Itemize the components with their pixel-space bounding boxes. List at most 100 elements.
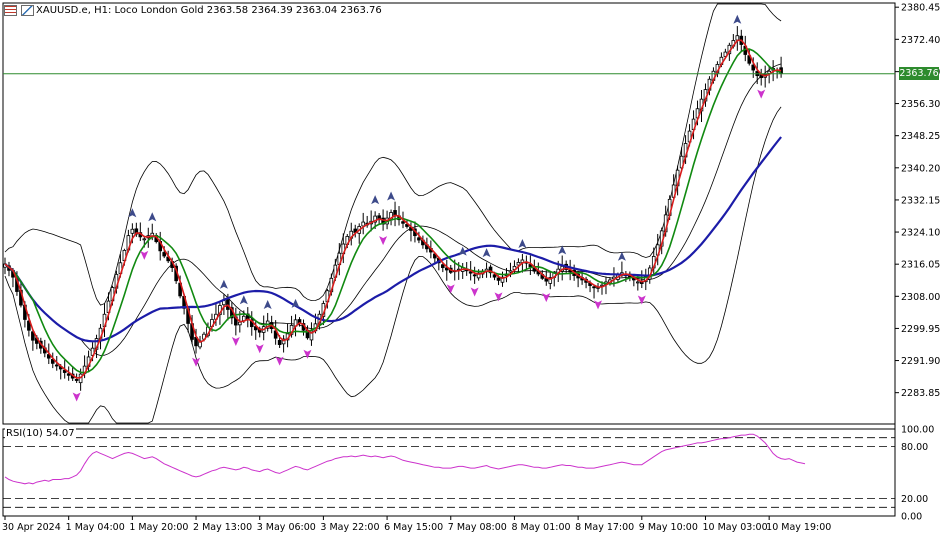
rsi-tick-label: 0.00 — [901, 512, 922, 523]
time-tick-label: 2 May 13:00 — [193, 522, 252, 533]
chart-settings-icon[interactable] — [21, 5, 34, 16]
price-tick-label: 2332.15 — [901, 195, 940, 206]
down-arrow-icon — [231, 337, 240, 347]
rsi-line — [4, 433, 806, 485]
up-arrow-icon — [291, 298, 300, 308]
candle — [234, 307, 238, 336]
candle-body — [238, 321, 242, 326]
candle — [560, 255, 564, 281]
candle-body — [66, 373, 71, 376]
moving-averages — [4, 39, 782, 379]
candle-body — [735, 35, 740, 41]
down-arrow-icon — [470, 287, 479, 297]
time-tick-label: 3 May 22:00 — [320, 522, 379, 533]
candle — [265, 312, 270, 332]
candle-body — [417, 237, 421, 241]
chart-title: XAUUSD.e, H1: Loco London Gold 2363.58 2… — [36, 5, 382, 16]
down-arrow-icon — [379, 236, 388, 246]
candle — [301, 319, 306, 336]
price-tick-label: 2348.25 — [901, 131, 940, 142]
candle-body — [74, 379, 79, 381]
candle — [472, 266, 477, 284]
candle — [66, 366, 71, 381]
candle — [584, 276, 588, 289]
candle — [444, 259, 449, 281]
candle — [253, 320, 258, 340]
candle-body — [50, 359, 55, 364]
bollinger-upper — [4, 3, 782, 306]
time-tick-label: 30 Apr 2024 — [2, 522, 61, 533]
price-tick-label: 2380.45 — [901, 3, 940, 14]
up-arrow-icon — [733, 14, 742, 24]
rsi-panel: 100.00 80.00 20.00 0.00 — [3, 425, 934, 523]
time-tick-label: 3 May 06:00 — [257, 522, 316, 533]
candle — [353, 224, 358, 238]
candle-body — [277, 340, 282, 345]
time-tick-label: 8 May 17:00 — [575, 522, 634, 533]
time-tick-label: 1 May 04:00 — [66, 522, 125, 533]
down-arrow-icon — [446, 284, 455, 294]
candle-body — [130, 228, 135, 234]
candle — [759, 68, 763, 86]
ma-mid-line — [4, 48, 782, 374]
candle — [548, 271, 553, 290]
candle-body — [54, 364, 59, 367]
candle — [357, 223, 362, 244]
candle-body — [508, 270, 513, 273]
candle — [735, 26, 740, 51]
down-arrow-icon — [140, 250, 149, 260]
up-arrow-icon — [617, 251, 626, 261]
rsi-tick-label: 20.00 — [901, 494, 928, 505]
price-tick-label: 2372.40 — [901, 35, 940, 46]
candle-body — [516, 261, 521, 266]
candle-body — [373, 215, 377, 223]
time-tick-label: 6 May 15:00 — [384, 522, 443, 533]
candle-body — [532, 267, 537, 272]
bollinger-bands — [4, 3, 782, 424]
candle-body — [476, 272, 481, 279]
candle-body — [472, 274, 477, 277]
time-tick-label: 7 May 08:00 — [448, 522, 507, 533]
time-tick-label: 9 May 10:00 — [639, 522, 698, 533]
price-tick-label: 2291.90 — [901, 356, 940, 367]
candle-body — [544, 278, 549, 282]
rsi-tick-label: 80.00 — [901, 442, 928, 453]
down-arrow-icon — [542, 293, 551, 303]
candle — [285, 323, 290, 348]
candle — [222, 294, 226, 315]
candle-body — [636, 281, 640, 284]
candle — [349, 222, 354, 246]
current-price-label: 2363.76 — [899, 67, 939, 81]
candle — [460, 263, 465, 279]
candle-body — [548, 277, 553, 284]
candle-body — [751, 64, 756, 71]
time-tick-label: 8 May 01:00 — [511, 522, 570, 533]
rsi-title: RSI(10) 54.07 — [5, 428, 76, 439]
candle — [281, 335, 286, 353]
candle-body — [253, 326, 258, 331]
candle-body — [46, 354, 51, 359]
down-arrow-icon — [594, 300, 603, 310]
candle-body — [27, 320, 31, 331]
candle-body — [468, 271, 473, 274]
price-tick-label: 2340.20 — [901, 163, 940, 174]
candle-body — [488, 266, 493, 274]
up-arrow-icon — [128, 208, 137, 218]
up-arrow-icon — [482, 248, 491, 258]
candle-body — [444, 267, 449, 271]
main-panel-border — [2, 2, 896, 425]
candle — [50, 352, 55, 369]
down-arrow-icon — [637, 295, 646, 305]
menu-icon[interactable] — [4, 5, 17, 16]
candle-body — [492, 274, 497, 278]
candle — [361, 212, 365, 235]
candle — [592, 285, 596, 299]
up-arrow-icon — [263, 300, 272, 310]
down-arrow-icon — [303, 349, 312, 359]
price-tick-label: 2316.05 — [901, 260, 940, 271]
down-arrow-icon — [192, 357, 201, 367]
down-arrow-icon — [255, 344, 264, 354]
candle-body — [440, 264, 445, 268]
